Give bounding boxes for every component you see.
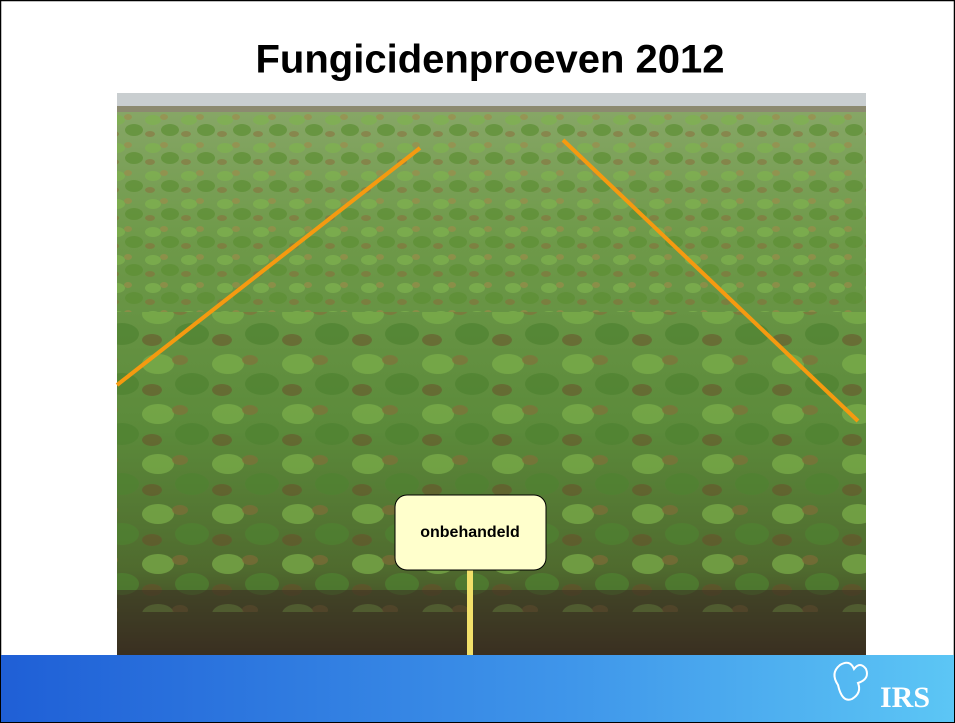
slide: Fungicidenproeven 2012 onbehandeld IRS xyxy=(0,0,955,723)
slide-title: Fungicidenproeven 2012 xyxy=(255,38,724,82)
label-stick xyxy=(467,568,473,655)
label-text: onbehandeld xyxy=(420,524,520,541)
logo-text: IRS xyxy=(880,681,930,714)
field-photo xyxy=(117,93,866,655)
footer-band xyxy=(1,655,954,722)
